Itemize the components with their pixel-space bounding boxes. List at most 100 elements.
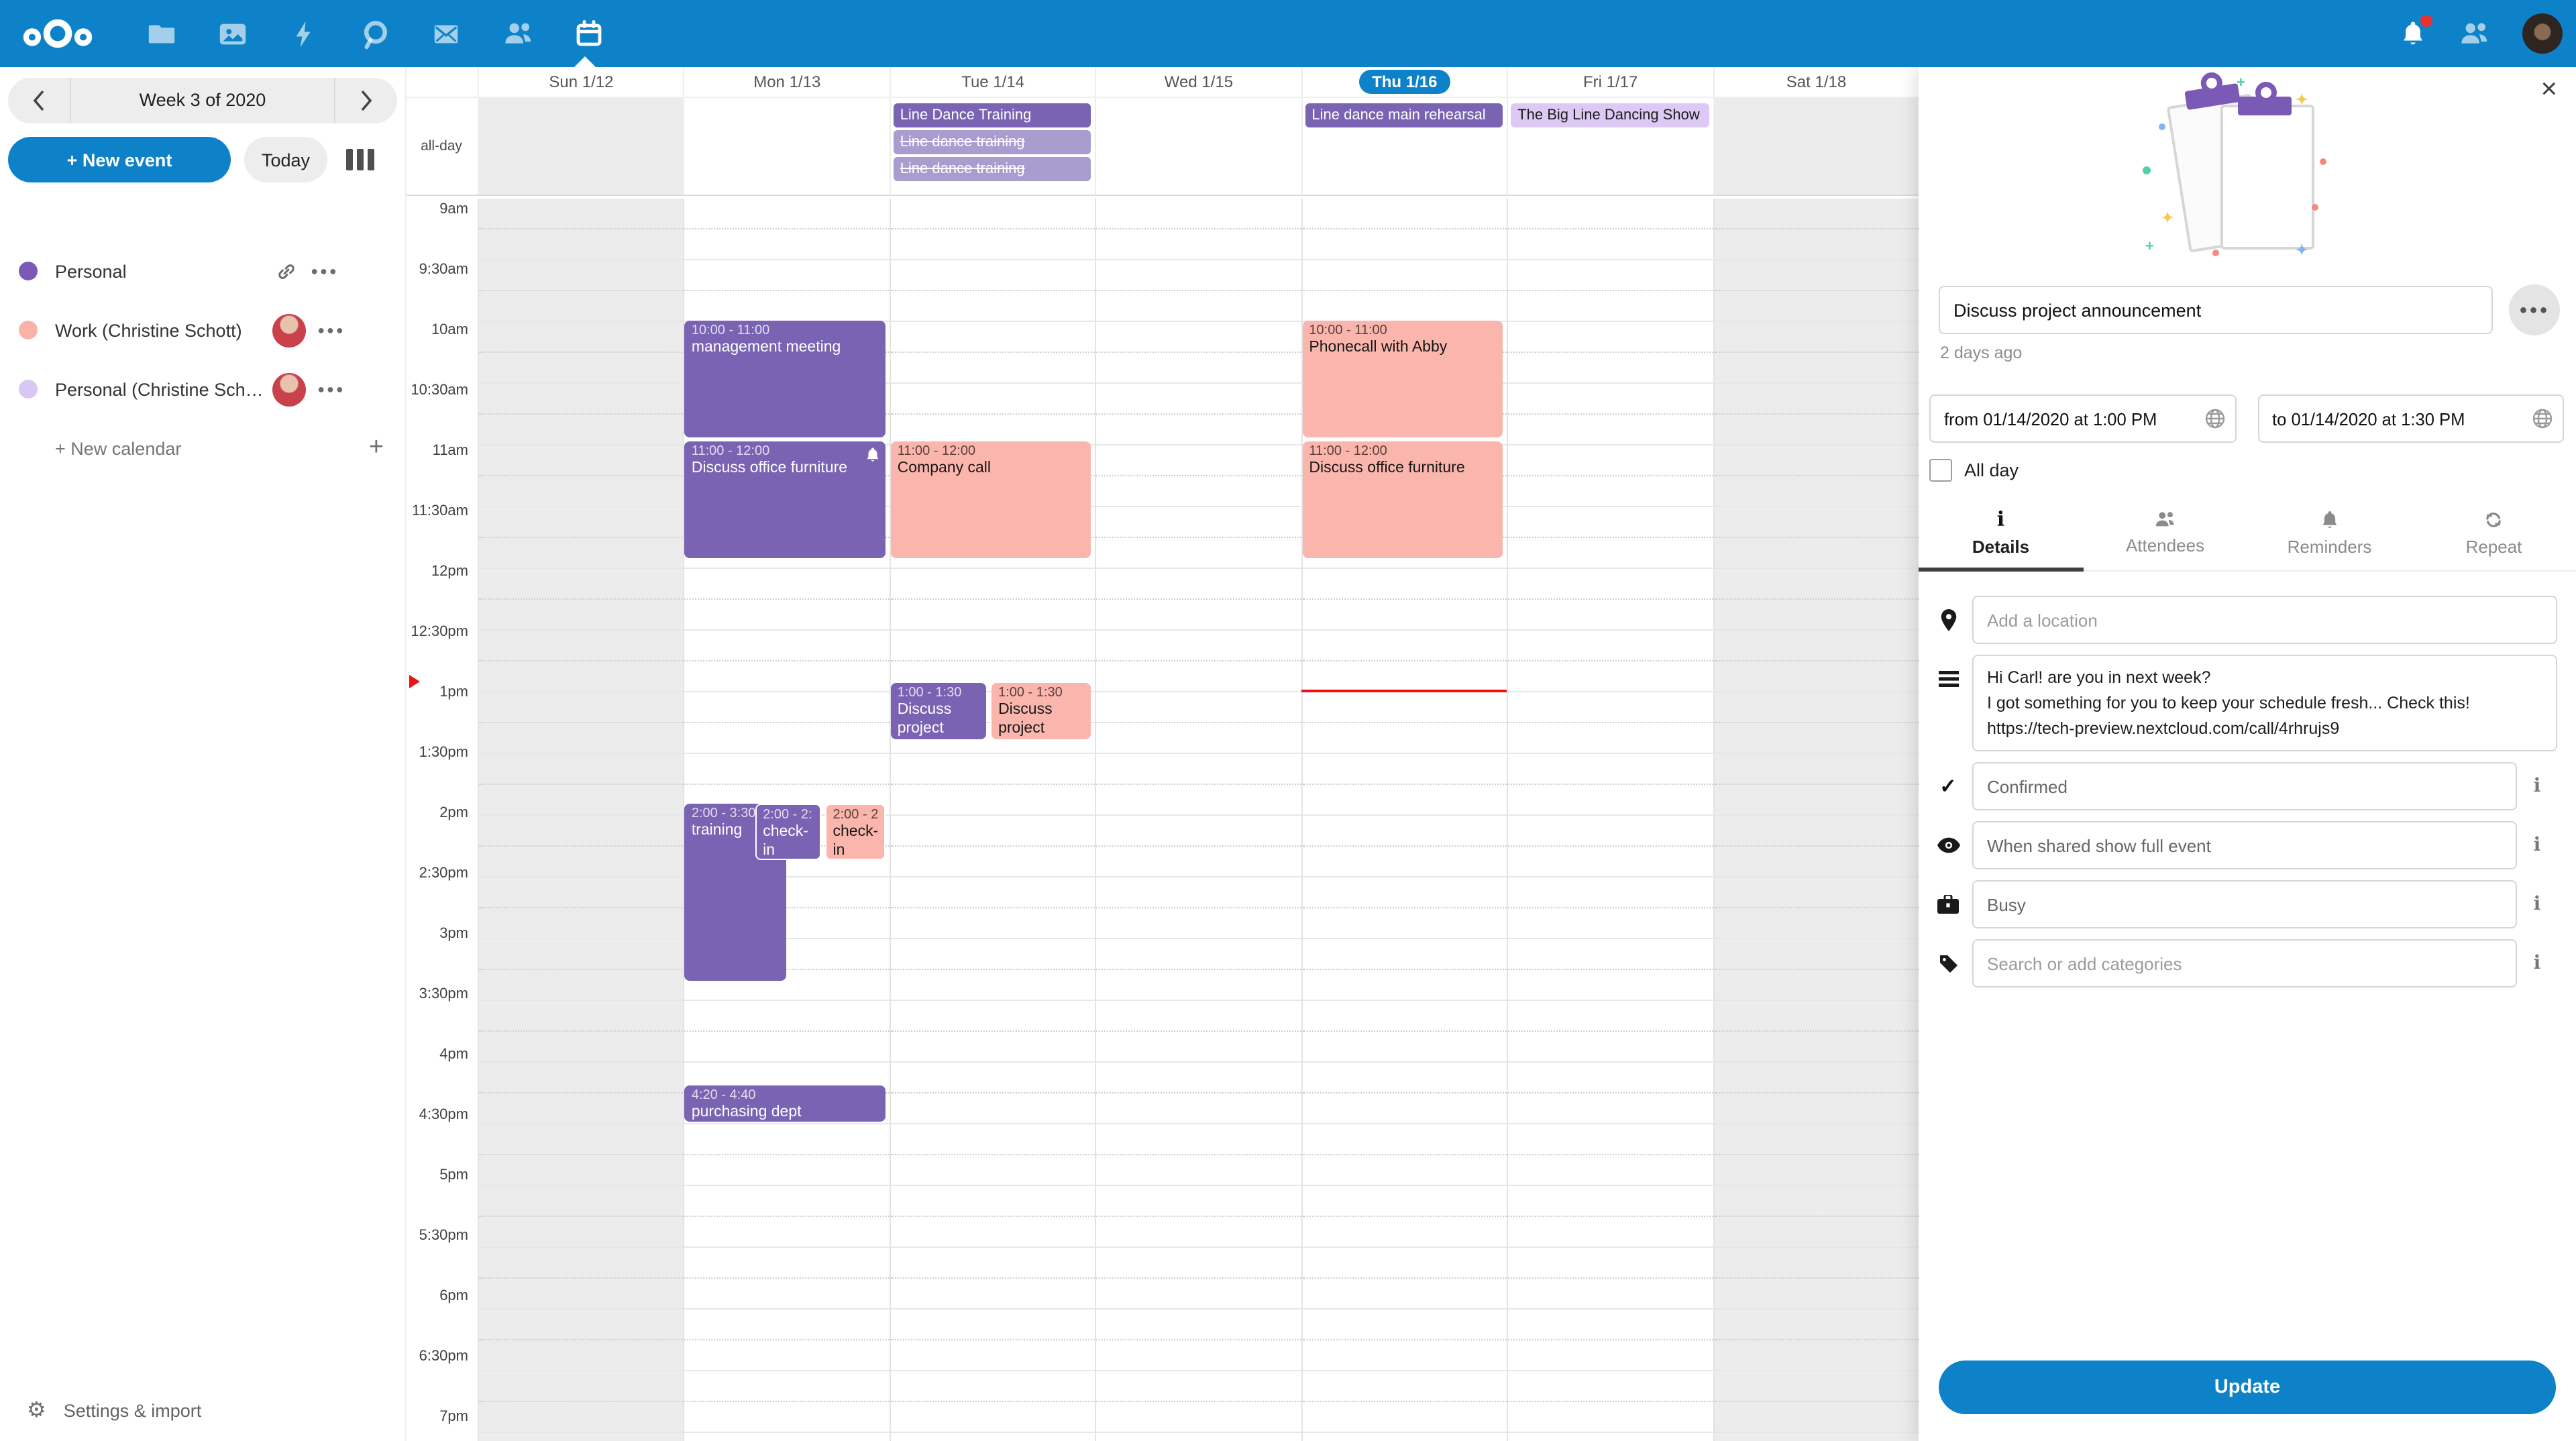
calendar-list-item[interactable]: Personal (Christine Schott) ●●●: [0, 360, 405, 419]
event[interactable]: 2:00 - 2:30 check-in: [755, 804, 822, 860]
time-slot[interactable]: [1508, 1371, 1713, 1433]
time-slot[interactable]: [479, 1248, 684, 1310]
time-slot[interactable]: [1508, 260, 1713, 322]
time-slot[interactable]: [890, 939, 1096, 1001]
categories-input[interactable]: Search or add categories: [1972, 939, 2517, 988]
time-slot[interactable]: [1096, 754, 1302, 816]
time-slot[interactable]: [1096, 1186, 1302, 1248]
time-slot[interactable]: [1508, 1310, 1713, 1371]
contacts-menu-icon[interactable]: [2458, 20, 2490, 47]
time-slot[interactable]: [890, 260, 1096, 322]
day-header-cell[interactable]: Sat 1/18: [1713, 67, 1919, 97]
time-slot[interactable]: [1096, 445, 1302, 507]
time-slot[interactable]: [1096, 1063, 1302, 1124]
time-slot[interactable]: [684, 631, 890, 692]
time-slot[interactable]: [890, 1186, 1096, 1248]
more-menu-icon[interactable]: ●●●: [317, 382, 345, 396]
calendar-color-dot[interactable]: [19, 262, 38, 280]
allday-cell[interactable]: [1095, 98, 1301, 195]
time-slot[interactable]: [479, 1124, 684, 1186]
activity-icon[interactable]: [268, 0, 339, 67]
new-calendar-button[interactable]: + New calendar +: [0, 419, 405, 478]
event[interactable]: 10:00 - 11:00 management meeting: [684, 321, 885, 437]
time-slot[interactable]: [1508, 1248, 1713, 1310]
time-slot[interactable]: [1508, 816, 1713, 877]
allday-event[interactable]: Line dance main rehearsal: [1305, 103, 1503, 127]
time-slot[interactable]: [890, 1063, 1096, 1124]
time-slot[interactable]: [1508, 1001, 1713, 1063]
time-slot[interactable]: [1302, 1186, 1508, 1248]
share-link-icon[interactable]: [267, 261, 305, 281]
more-menu-icon[interactable]: ●●●: [311, 264, 339, 278]
time-slot[interactable]: [684, 199, 890, 260]
tab-repeat[interactable]: Repeat: [2412, 503, 2576, 570]
time-slot[interactable]: [479, 1371, 684, 1433]
time-slot[interactable]: [479, 1186, 684, 1248]
time-slot[interactable]: [1508, 1186, 1713, 1248]
start-date-field[interactable]: from 01/14/2020 at 1:00 PM: [1929, 394, 2236, 443]
talk-icon[interactable]: [339, 0, 411, 67]
time-slot[interactable]: [1714, 199, 1919, 260]
time-slot[interactable]: [1714, 816, 1919, 877]
time-slot[interactable]: [1714, 1248, 1919, 1310]
status-select[interactable]: Confirmed: [1972, 762, 2517, 811]
contacts-icon[interactable]: [482, 0, 553, 67]
time-slot[interactable]: [1714, 631, 1919, 692]
time-slot[interactable]: [479, 754, 684, 816]
info-icon[interactable]: i: [2533, 835, 2541, 857]
time-slot[interactable]: [1302, 939, 1508, 1001]
location-input[interactable]: Add a location: [1972, 596, 2557, 644]
time-slot[interactable]: [1714, 1063, 1919, 1124]
time-slot[interactable]: [1302, 1001, 1508, 1063]
time-slot[interactable]: [1508, 322, 1713, 384]
week-label[interactable]: Week 3 of 2020: [70, 78, 335, 123]
event[interactable]: 4:20 - 4:40 purchasing dept: [684, 1085, 885, 1122]
time-slot[interactable]: [684, 1371, 890, 1433]
time-slot[interactable]: [1508, 754, 1713, 816]
time-slot[interactable]: [1096, 631, 1302, 692]
time-slot[interactable]: [684, 1310, 890, 1371]
time-slot[interactable]: [684, 1001, 890, 1063]
day-header-cell[interactable]: Fri 1/17: [1507, 67, 1713, 97]
tab-reminders[interactable]: Reminders: [2247, 503, 2412, 570]
day-column[interactable]: [478, 199, 684, 1441]
time-slot[interactable]: [1096, 507, 1302, 569]
time-slot[interactable]: [1714, 1371, 1919, 1433]
day-header-cell[interactable]: Wed 1/15: [1095, 67, 1301, 97]
time-slot[interactable]: [1714, 260, 1919, 322]
time-slot[interactable]: [1302, 754, 1508, 816]
time-slot[interactable]: [1302, 816, 1508, 877]
time-slot[interactable]: [479, 1310, 684, 1371]
update-button[interactable]: Update: [1939, 1360, 2556, 1414]
today-button[interactable]: Today: [244, 137, 327, 182]
day-column[interactable]: [1095, 199, 1302, 1441]
nextcloud-logo[interactable]: [19, 15, 97, 52]
allday-cell[interactable]: Line dance main rehearsal: [1301, 98, 1507, 195]
time-slot[interactable]: [1302, 1063, 1508, 1124]
time-slot[interactable]: [479, 445, 684, 507]
time-slot[interactable]: [1096, 1248, 1302, 1310]
time-slot[interactable]: [684, 939, 890, 1001]
allday-cell[interactable]: [683, 98, 890, 195]
time-slot[interactable]: [1302, 1124, 1508, 1186]
busy-select[interactable]: Busy: [1972, 880, 2517, 929]
time-slot[interactable]: [1714, 939, 1919, 1001]
day-column[interactable]: [1507, 199, 1713, 1441]
event[interactable]: 11:00 - 12:00 Company call: [890, 441, 1091, 558]
allday-checkbox[interactable]: [1929, 459, 1952, 482]
time-slot[interactable]: [479, 631, 684, 692]
time-slot[interactable]: [1096, 1371, 1302, 1433]
time-slot[interactable]: [1096, 816, 1302, 877]
event[interactable]: 10:00 - 11:00 Phonecall with Abby: [1302, 321, 1503, 437]
info-icon[interactable]: i: [2533, 894, 2541, 916]
calendar-color-dot[interactable]: [19, 380, 38, 398]
timezone-globe-icon[interactable]: [2204, 408, 2225, 433]
time-slot[interactable]: [890, 1310, 1096, 1371]
visibility-select[interactable]: When shared show full event: [1972, 821, 2517, 870]
event[interactable]: 2:00 - 2:30 check-in: [824, 804, 885, 860]
time-slot[interactable]: [1096, 569, 1302, 631]
time-slot[interactable]: [1508, 1063, 1713, 1124]
time-slot[interactable]: [890, 569, 1096, 631]
time-slot[interactable]: [1302, 692, 1508, 754]
allday-event[interactable]: Line dance training: [893, 157, 1091, 181]
